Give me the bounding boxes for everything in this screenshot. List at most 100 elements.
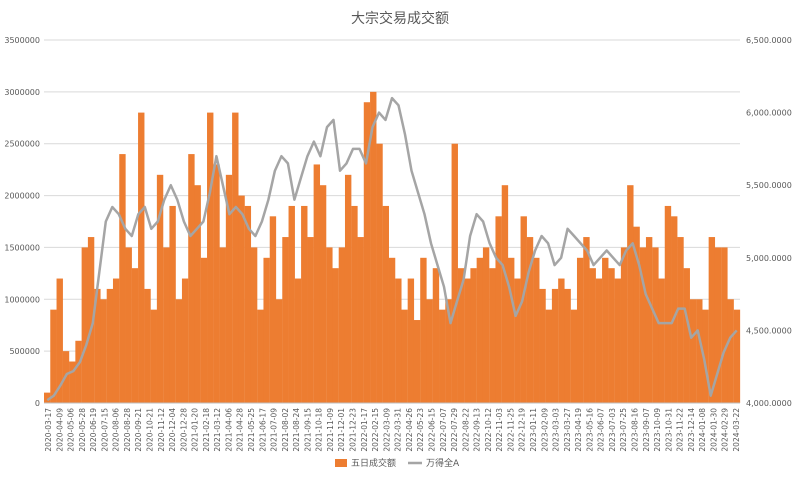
x-tick-label: 2022-03-09: [382, 408, 391, 452]
x-tick-label: 2020-05-06: [67, 408, 76, 452]
bar: [225, 174, 233, 403]
x-tick-label: 2022-01-17: [360, 408, 369, 452]
bar: [87, 237, 95, 403]
bar: [639, 247, 647, 403]
y-right-tick-label: 5,500.0000: [746, 181, 792, 190]
x-tick-label: 2022-07-29: [450, 408, 459, 452]
bar: [344, 174, 352, 403]
x-tick-label: 2021-10-18: [315, 408, 324, 452]
bar: [457, 268, 465, 403]
bar: [501, 185, 509, 403]
bar: [658, 278, 665, 403]
y-left-tick-label: 1000000: [4, 295, 40, 304]
bar: [395, 278, 402, 403]
bar: [533, 257, 540, 403]
bar: [282, 237, 289, 403]
bar: [388, 257, 396, 403]
bar: [263, 257, 270, 403]
legend-label-line: 万得全A: [426, 457, 460, 469]
x-tick-label: 2021-11-09: [326, 408, 335, 452]
bar: [677, 237, 684, 403]
bar: [50, 309, 57, 403]
bar: [432, 268, 440, 403]
y-left-tick-label: 3500000: [4, 36, 40, 45]
x-tick-label: 2023-05-16: [585, 408, 594, 452]
bar: [595, 278, 603, 403]
y-left-tick-label: 2000000: [4, 192, 40, 201]
x-tick-label: 2021-04-28: [236, 408, 245, 452]
x-tick-label: 2020-12-28: [179, 408, 188, 452]
bar: [627, 185, 634, 403]
x-tick-label: 2021-08-24: [292, 408, 301, 452]
bar: [376, 143, 383, 403]
x-tick-label: 2021-05-25: [247, 408, 256, 452]
bar: [250, 247, 258, 403]
x-tick-label: 2023-12-14: [687, 408, 696, 452]
x-tick-label: 2022-06-15: [427, 408, 436, 452]
bar: [589, 268, 596, 403]
legend-swatch-bars: [335, 459, 347, 467]
bar: [313, 164, 321, 403]
bar: [614, 278, 621, 403]
bar: [696, 299, 703, 403]
bar: [401, 309, 408, 403]
bar: [476, 257, 484, 403]
x-tick-label: 2022-10-12: [484, 408, 493, 452]
x-tick-label: 2021-12-01: [337, 408, 346, 452]
x-axis: 2020-03-17 2020-04-09 2020-05-06 2020-05-28…: [44, 402, 741, 452]
bar: [382, 205, 389, 403]
bar: [232, 112, 239, 403]
bar: [733, 309, 741, 403]
bar: [81, 247, 89, 403]
bar: [200, 257, 208, 403]
x-tick-label: 2023-01-11: [529, 408, 538, 452]
bar: [138, 112, 145, 403]
bar: [445, 299, 452, 403]
bar: [106, 288, 114, 403]
x-tick-label: 2021-07-09: [270, 408, 279, 452]
bar: [219, 247, 226, 403]
bar: [213, 164, 220, 403]
x-tick-label: 2023-09-07: [642, 408, 651, 452]
bar: [407, 278, 415, 403]
bar: [508, 257, 515, 403]
bar: [338, 247, 346, 403]
legend: 五日成交额 万得全A: [335, 457, 460, 469]
bar: [357, 237, 364, 403]
bar: [451, 143, 458, 403]
y-left-tick-label: 0: [35, 399, 40, 408]
x-tick-label: 2021-08-02: [281, 408, 290, 452]
x-tick-label: 2020-06-19: [89, 408, 98, 452]
x-tick-label: 2021-12-23: [349, 408, 358, 452]
x-tick-label: 2021-04-06: [224, 408, 233, 452]
x-tick-label: 2023-07-25: [619, 408, 628, 452]
bar: [319, 185, 327, 403]
bar: [689, 299, 697, 403]
y-right-tick-label: 4,000.0000: [746, 399, 792, 408]
bar: [583, 237, 590, 403]
bar: [238, 195, 245, 403]
bar: [301, 205, 308, 403]
bar: [56, 278, 63, 403]
bar: [526, 237, 534, 403]
x-tick-label: 2022-02-15: [371, 408, 380, 452]
bar: [570, 309, 578, 403]
bar: [207, 112, 214, 403]
x-tick-label: 2020-10-21: [146, 408, 155, 452]
x-tick-label: 2021-01-20: [191, 408, 200, 452]
bar: [363, 102, 371, 403]
bar: [163, 247, 170, 403]
bar: [558, 278, 565, 403]
bar: [520, 216, 527, 403]
x-tick-label: 2023-03-27: [563, 408, 572, 452]
x-tick-label: 2020-11-12: [157, 408, 166, 452]
bar: [420, 257, 427, 403]
x-tick-label: 2024-03-22: [732, 408, 741, 452]
x-tick-label: 2021-02-18: [202, 408, 211, 452]
x-tick-label: 2021-09-15: [303, 408, 312, 452]
bar: [112, 278, 120, 403]
x-tick-label: 2020-08-28: [123, 408, 132, 452]
x-tick-label: 2020-08-06: [112, 408, 121, 452]
x-tick-label: 2022-07-07: [439, 408, 448, 452]
bar: [413, 320, 421, 403]
